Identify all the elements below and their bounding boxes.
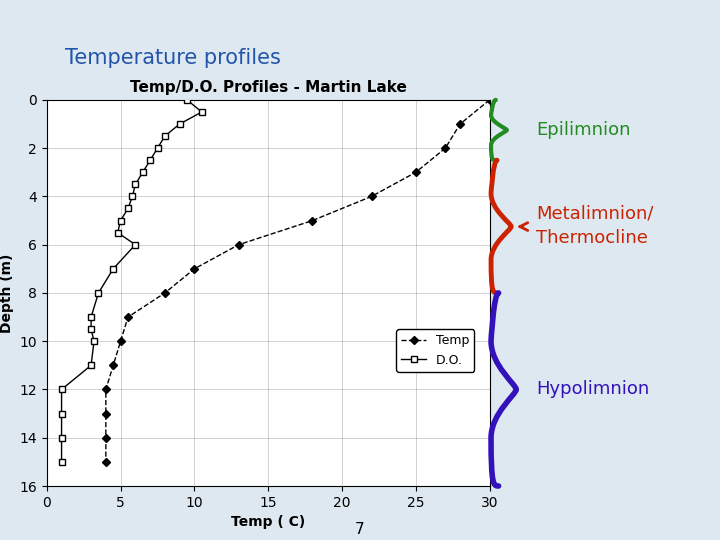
D.O. — [161, 133, 169, 139]
D.O. — [124, 205, 132, 212]
Temp — [412, 169, 420, 176]
D.O. — [58, 458, 66, 465]
Temp — [234, 241, 243, 248]
D.O. — [153, 145, 162, 151]
Temp — [441, 145, 449, 151]
D.O. — [131, 241, 140, 248]
Text: Hypolimnion: Hypolimnion — [536, 381, 649, 399]
D.O. — [86, 362, 95, 369]
Temp — [456, 121, 464, 127]
D.O. — [58, 435, 66, 441]
Temp — [190, 266, 199, 272]
D.O. — [86, 326, 95, 333]
Temp — [161, 289, 169, 296]
Temp — [102, 410, 110, 417]
Legend: Temp, D.O.: Temp, D.O. — [396, 329, 474, 372]
D.O. — [183, 97, 192, 103]
Text: Metalimnion/: Metalimnion/ — [536, 204, 654, 222]
Text: Temperature profiles: Temperature profiles — [65, 48, 281, 69]
D.O. — [90, 338, 99, 345]
Text: 7: 7 — [355, 522, 365, 537]
D.O. — [113, 230, 122, 236]
X-axis label: Temp ( C): Temp ( C) — [231, 515, 305, 529]
Text: Epilimnion: Epilimnion — [536, 121, 631, 139]
Temp — [109, 362, 117, 369]
D.O. — [176, 121, 184, 127]
D.O. — [58, 386, 66, 393]
D.O. — [138, 169, 147, 176]
D.O. — [145, 157, 155, 164]
Text: Thermocline: Thermocline — [536, 230, 648, 247]
Line: Temp: Temp — [103, 97, 492, 464]
Temp — [124, 314, 132, 320]
D.O. — [86, 314, 95, 320]
Temp — [485, 97, 494, 103]
D.O. — [58, 410, 66, 417]
Title: Temp/D.O. Profiles - Martin Lake: Temp/D.O. Profiles - Martin Lake — [130, 79, 407, 94]
D.O. — [94, 289, 103, 296]
Temp — [102, 386, 110, 393]
D.O. — [117, 217, 125, 224]
D.O. — [109, 266, 117, 272]
Temp — [102, 435, 110, 441]
Temp — [367, 193, 376, 200]
D.O. — [197, 109, 206, 115]
Y-axis label: Depth (m): Depth (m) — [0, 253, 14, 333]
Temp — [102, 458, 110, 465]
D.O. — [128, 193, 137, 200]
Temp — [117, 338, 125, 345]
Line: D.O.: D.O. — [58, 97, 205, 465]
D.O. — [131, 181, 140, 187]
Temp — [308, 217, 317, 224]
